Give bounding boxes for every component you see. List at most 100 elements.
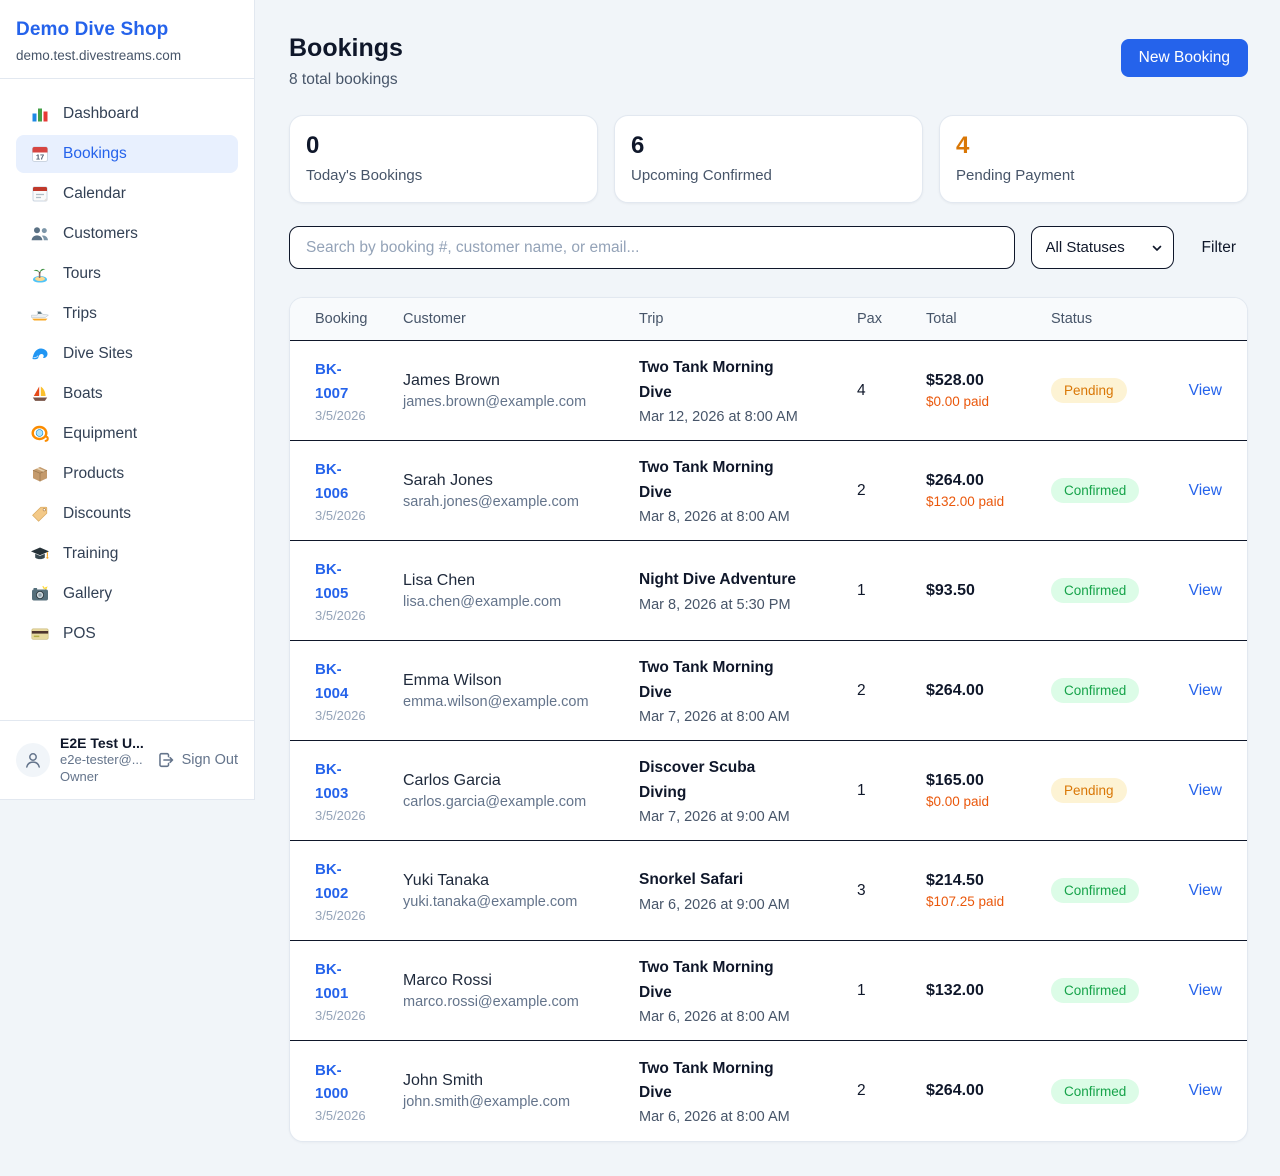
booking-id-link[interactable]: BK-1004 bbox=[315, 661, 349, 702]
stat-value: 6 bbox=[631, 132, 645, 159]
trip-datetime: Mar 6, 2026 at 8:00 AM bbox=[639, 1109, 790, 1126]
view-link[interactable]: View bbox=[1188, 981, 1222, 999]
stat-label: Upcoming Confirmed bbox=[631, 167, 772, 184]
sidebar-item-label: Dashboard bbox=[63, 105, 139, 122]
trip-datetime: Mar 7, 2026 at 8:00 AM bbox=[639, 708, 790, 725]
pax-count: 2 bbox=[857, 681, 866, 699]
sidebar-item-customers[interactable]: Customers bbox=[16, 215, 238, 253]
column-header-status: Status bbox=[1051, 311, 1093, 327]
customer-email: emma.wilson@example.com bbox=[403, 693, 589, 710]
table-header: Booking Customer Trip Pax Total Status bbox=[290, 298, 1247, 341]
customer-name: Lisa Chen bbox=[403, 571, 476, 589]
view-link[interactable]: View bbox=[1188, 1082, 1222, 1099]
total-amount: $165.00 bbox=[926, 772, 984, 789]
search-input[interactable] bbox=[289, 226, 1015, 269]
table-row: BK-1006 3/5/2026 Sarah Jones sarah.jones… bbox=[290, 441, 1247, 541]
view-link[interactable]: View bbox=[1188, 581, 1222, 599]
total-amount: $93.50 bbox=[926, 581, 975, 599]
filter-button[interactable]: Filter bbox=[1190, 239, 1248, 257]
sidebar-item-label: Dive Sites bbox=[63, 345, 133, 362]
sidebar-nav: Dashboard 17 Bookings Calendar Customers… bbox=[0, 79, 254, 663]
sidebar-item-products[interactable]: Products bbox=[16, 455, 238, 493]
column-header-trip: Trip bbox=[639, 311, 664, 327]
sidebar: Demo Dive Shop demo.test.divestreams.com… bbox=[0, 0, 255, 800]
table-row: BK-1003 3/5/2026 Carlos Garcia carlos.ga… bbox=[290, 741, 1247, 841]
customer-email: sarah.jones@example.com bbox=[403, 493, 579, 510]
avatar bbox=[16, 743, 50, 778]
sidebar-item-dive-sites[interactable]: Dive Sites bbox=[16, 335, 238, 373]
people-icon bbox=[30, 224, 50, 244]
sidebar-item-pos[interactable]: POS bbox=[16, 615, 238, 653]
sidebar-item-label: Gallery bbox=[63, 585, 113, 602]
trip-datetime: Mar 6, 2026 at 9:00 AM bbox=[639, 896, 790, 913]
booking-date: 3/5/2026 bbox=[315, 607, 366, 623]
sidebar-item-gallery[interactable]: Gallery bbox=[16, 575, 238, 613]
sign-out-button[interactable]: Sign Out bbox=[157, 751, 238, 769]
customer-email: james.brown@example.com bbox=[403, 393, 587, 410]
booking-date: 3/5/2026 bbox=[315, 507, 366, 523]
booking-id-link[interactable]: BK-1003 bbox=[315, 761, 349, 802]
sidebar-item-label: Boats bbox=[63, 385, 103, 402]
view-link[interactable]: View bbox=[1188, 681, 1222, 699]
view-link[interactable]: View bbox=[1188, 781, 1222, 799]
column-header-booking: Booking bbox=[315, 311, 368, 327]
pax-count: 4 bbox=[857, 381, 866, 399]
tearoff-calendar-icon bbox=[30, 184, 50, 204]
sidebar-item-discounts[interactable]: Discounts bbox=[16, 495, 238, 533]
sidebar-item-training[interactable]: Training bbox=[16, 535, 238, 573]
sidebar-item-boats[interactable]: Boats bbox=[16, 375, 238, 413]
status-filter-wrap: All Statuses bbox=[1030, 226, 1174, 269]
sidebar-item-label: Discounts bbox=[63, 505, 132, 522]
calendar-icon: 17 bbox=[30, 144, 50, 164]
customer-name: John Smith bbox=[403, 1072, 484, 1089]
booking-date: 3/5/2026 bbox=[315, 1007, 366, 1023]
bar-chart-icon bbox=[30, 104, 50, 124]
customer-email: carlos.garcia@example.com bbox=[403, 793, 587, 810]
booking-id-link[interactable]: BK-1005 bbox=[315, 561, 349, 602]
new-booking-button[interactable]: New Booking bbox=[1120, 39, 1248, 77]
view-link[interactable]: View bbox=[1188, 881, 1222, 899]
table-row: BK-1000 3/5/2026 John Smith john.smith@e… bbox=[290, 1041, 1247, 1141]
booking-id-link[interactable]: BK-1007 bbox=[315, 361, 349, 402]
booking-id-link[interactable]: BK-1002 bbox=[315, 861, 349, 902]
sidebar-item-label: POS bbox=[63, 625, 96, 642]
status-badge: Pending bbox=[1051, 378, 1127, 403]
sidebar-item-calendar[interactable]: Calendar bbox=[16, 175, 238, 213]
booking-id-link[interactable]: BK-1001 bbox=[315, 961, 349, 1002]
booking-date: 3/5/2026 bbox=[315, 1108, 366, 1124]
pax-count: 3 bbox=[857, 881, 866, 899]
sidebar-item-bookings[interactable]: 17 Bookings bbox=[16, 135, 238, 173]
sidebar-item-tours[interactable]: Tours bbox=[16, 255, 238, 293]
booking-id-link[interactable]: BK-1006 bbox=[315, 461, 349, 502]
booking-id-link[interactable]: BK-1000 bbox=[315, 1061, 349, 1102]
customer-name: Sarah Jones bbox=[403, 471, 493, 489]
status-filter-select[interactable]: All Statuses bbox=[1030, 226, 1174, 269]
total-amount: $528.00 bbox=[926, 372, 984, 389]
page-subtitle: 8 total bookings bbox=[289, 71, 398, 88]
status-badge: Confirmed bbox=[1051, 878, 1140, 903]
sidebar-item-trips[interactable]: Trips bbox=[16, 295, 238, 333]
table-row: BK-1002 3/5/2026 Yuki Tanaka yuki.tanaka… bbox=[290, 841, 1247, 941]
total-amount: $132.00 bbox=[926, 981, 984, 999]
main-content: Bookings 8 total bookings New Booking 0 … bbox=[256, 0, 1280, 1176]
sidebar-item-label: Trips bbox=[63, 305, 97, 322]
table-row: BK-1004 3/5/2026 Emma Wilson emma.wilson… bbox=[290, 641, 1247, 741]
user-name: E2E Test U... bbox=[60, 735, 144, 752]
person-icon bbox=[26, 753, 40, 768]
filter-row: All Statuses Filter bbox=[289, 226, 1248, 269]
trip-datetime: Mar 8, 2026 at 8:00 AM bbox=[639, 508, 790, 525]
sidebar-item-dashboard[interactable]: Dashboard bbox=[16, 95, 238, 133]
stat-card-todays-bookings: 0 Today's Bookings bbox=[289, 115, 598, 203]
sidebar-item-equipment[interactable]: Equipment bbox=[16, 415, 238, 453]
status-badge: Confirmed bbox=[1051, 678, 1140, 703]
speedboat-icon bbox=[30, 304, 50, 324]
view-link[interactable]: View bbox=[1188, 481, 1222, 499]
stat-value: 0 bbox=[306, 132, 320, 159]
view-link[interactable]: View bbox=[1188, 381, 1222, 399]
sign-out-icon bbox=[158, 752, 173, 768]
sidebar-item-label: Bookings bbox=[63, 145, 127, 162]
user-block: E2E Test U... e2e-tester@... Owner Sign … bbox=[0, 720, 254, 799]
stat-card-pending-payment: 4 Pending Payment bbox=[939, 115, 1248, 203]
status-badge: Confirmed bbox=[1051, 578, 1140, 603]
